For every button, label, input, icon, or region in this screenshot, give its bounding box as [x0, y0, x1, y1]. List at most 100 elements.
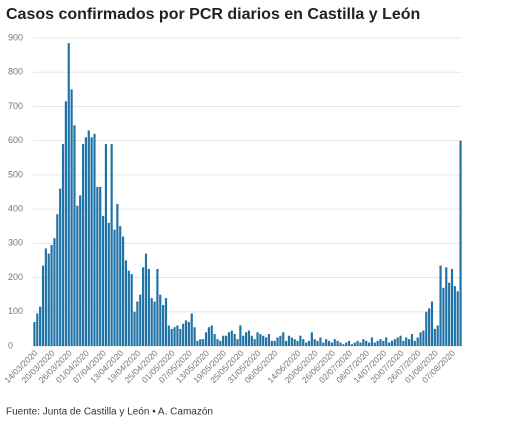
bar [41, 265, 45, 346]
bar [130, 274, 133, 346]
bar [124, 260, 128, 346]
bar [33, 322, 36, 346]
bar [79, 195, 82, 346]
bar [224, 335, 228, 346]
bar [230, 330, 233, 346]
bar [204, 332, 208, 346]
bar [133, 311, 136, 346]
y-tick-label: 200 [8, 272, 23, 282]
y-tick-label: 600 [8, 135, 23, 145]
bar [296, 340, 299, 346]
bar [67, 43, 70, 347]
bar [170, 328, 173, 346]
bar [216, 339, 219, 346]
bar [367, 342, 371, 346]
bar [196, 340, 199, 346]
y-tick-label: 700 [8, 101, 23, 111]
bar [393, 339, 396, 346]
bar [153, 301, 156, 346]
bar [450, 269, 454, 346]
bar [202, 339, 205, 346]
bar [299, 335, 302, 346]
bar [262, 335, 265, 346]
bar [101, 215, 105, 346]
y-tick-label: 800 [8, 67, 23, 77]
bar [453, 286, 456, 346]
bar [350, 344, 353, 346]
bar [242, 335, 245, 346]
bar [99, 186, 102, 346]
bar [402, 340, 405, 346]
bar [342, 344, 345, 346]
bar [293, 339, 296, 346]
y-tick-label: 100 [8, 306, 23, 316]
bar [345, 342, 348, 346]
bar [210, 325, 213, 346]
bar [365, 340, 368, 346]
bar [399, 335, 402, 346]
bar [410, 334, 414, 346]
bar [176, 325, 179, 346]
bar [87, 130, 90, 346]
bar [119, 226, 122, 346]
bar [319, 337, 322, 346]
bar [287, 335, 291, 346]
bar [285, 340, 288, 346]
bar [122, 236, 125, 346]
bar [39, 306, 42, 346]
bar [433, 328, 436, 346]
bar [282, 332, 285, 346]
bar [259, 334, 262, 346]
bar [307, 340, 311, 346]
bar [385, 337, 388, 346]
bar [213, 334, 216, 346]
bar [162, 304, 165, 346]
bar [139, 294, 142, 346]
bar [336, 340, 339, 346]
bar [44, 248, 47, 346]
bar [416, 337, 419, 346]
bar [413, 340, 416, 346]
bar [127, 270, 130, 346]
bar [376, 340, 379, 346]
bar [233, 334, 236, 346]
bar [379, 339, 382, 346]
bar [359, 342, 362, 346]
bar [353, 342, 356, 346]
bar [36, 313, 39, 346]
source: Fuente: Junta de Castilla y León • A. Ca… [6, 407, 213, 418]
bar [419, 332, 422, 346]
bar [273, 340, 276, 346]
bar [182, 323, 185, 346]
bar [93, 133, 96, 346]
bar [387, 342, 391, 346]
bar [164, 298, 168, 346]
bar [81, 144, 85, 346]
chart-title: Casos confirmados por PCR diarios en Cas… [6, 6, 420, 23]
bar [373, 342, 376, 346]
y-tick-label: 300 [8, 238, 23, 248]
bar [142, 267, 145, 346]
bar [73, 125, 76, 347]
bar [310, 332, 313, 346]
bar [370, 337, 373, 346]
bar [113, 229, 116, 346]
bar [116, 203, 119, 346]
bar [408, 339, 411, 346]
bar [325, 339, 328, 346]
bar [244, 332, 248, 346]
bar [253, 339, 256, 346]
bar [207, 327, 210, 346]
bar [356, 340, 359, 346]
bar [276, 337, 279, 346]
bar [222, 335, 225, 346]
y-tick-label: 500 [8, 169, 23, 179]
bar [247, 330, 251, 346]
bar [50, 245, 53, 346]
bar [144, 253, 148, 346]
bar [265, 337, 268, 346]
bar [270, 340, 273, 346]
bar [439, 265, 442, 346]
bar [56, 214, 59, 346]
